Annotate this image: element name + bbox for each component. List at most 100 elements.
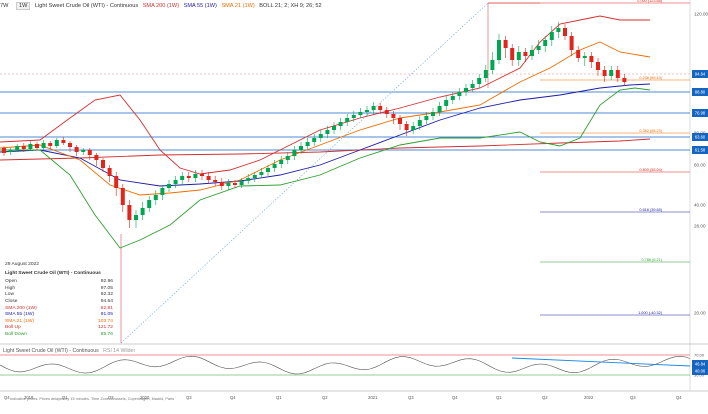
- y-tick-label: 60.00: [694, 163, 706, 168]
- legend-sma55[interactable]: SMA 55 (1W): [183, 3, 217, 9]
- candle-body: [233, 183, 237, 185]
- rsi-tick-label: 70.00: [694, 353, 705, 358]
- candle-body: [28, 144, 33, 149]
- candle-body: [266, 168, 270, 172]
- info-rows: Open 92.96 High 97.05 Low 92.32 Close 94.64 SMA …: [5, 279, 113, 338]
- candle-body: [358, 112, 363, 115]
- rsi-box-label: 40.06: [695, 369, 706, 374]
- candle-body: [259, 172, 264, 175]
- candle-body: [8, 150, 13, 152]
- candle-body: [345, 118, 350, 122]
- candle-body: [299, 146, 303, 150]
- fib-level-label: 0.236 (89.14): [639, 76, 662, 80]
- rsi-indicator[interactable]: RSI 14 Wilder: [103, 348, 136, 354]
- info-row-value: 92.96: [100, 279, 113, 285]
- instrument-title: Light Sweet Crude Oil (WTI) - Continuous: [34, 3, 139, 9]
- candle-body: [101, 160, 105, 168]
- candle-body: [206, 176, 211, 180]
- y-tick-label: 28.00: [694, 224, 706, 229]
- candle-body: [114, 176, 119, 188]
- info-row: Low 92.32: [5, 292, 113, 299]
- candle-body: [305, 142, 310, 146]
- x-tick-label: Q1: [496, 395, 502, 400]
- rsi-line: [0, 355, 691, 375]
- rsi-header: Light Sweet Crude Oil (WTI) - Continuous…: [3, 348, 135, 354]
- candle-body: [160, 188, 165, 195]
- x-tick-label: Q4: [4, 395, 10, 400]
- candle-body: [272, 164, 277, 168]
- rsi-box: [692, 367, 708, 375]
- x-tick-label: Q4: [230, 395, 236, 400]
- timeframe-badge[interactable]: 1W: [15, 2, 31, 10]
- fib-level-label: 0.000 (123.68): [637, 0, 662, 3]
- fib-level-label: 0.382 (68.23): [639, 129, 662, 133]
- candle-body: [510, 48, 515, 60]
- x-tick-label: 2022: [584, 395, 594, 400]
- info-row-value: 85.76: [100, 331, 113, 337]
- candle-body: [127, 205, 132, 220]
- legend-sma21[interactable]: SMA 21 (1W): [221, 3, 255, 9]
- info-row-value: 97.05: [100, 285, 113, 291]
- candle-body: [173, 180, 178, 184]
- candle-body: [219, 182, 224, 186]
- candle-body: [437, 106, 442, 112]
- y-tick-label: 20.00: [694, 311, 706, 316]
- candle-body: [450, 96, 455, 100]
- candle-body: [516, 52, 521, 60]
- info-row-label: Close: [5, 298, 18, 304]
- fib-level-label: 0.786 (6.21): [642, 258, 663, 262]
- disclaimer: Indicative prices. Prices delayed by 15 …: [10, 397, 174, 401]
- candle-body: [15, 146, 20, 150]
- info-row-value: 103.74: [98, 318, 113, 324]
- candle-body: [417, 120, 422, 126]
- candle-body: [563, 28, 567, 36]
- info-row: SMA 21 (1W) 103.74: [5, 319, 113, 326]
- candle-body: [431, 112, 435, 116]
- price-box: [692, 146, 708, 154]
- x-tick-label: Q3: [186, 395, 192, 400]
- x-tick-label: Q1: [276, 395, 282, 400]
- candle-body: [576, 50, 581, 58]
- x-tick-label: 2021: [368, 395, 378, 400]
- candle-body: [596, 62, 600, 70]
- candle-body: [318, 134, 323, 138]
- candle-body: [338, 122, 343, 126]
- candle-body: [147, 200, 152, 208]
- candle-body: [74, 147, 79, 152]
- ohlc-info-panel: 29 August 2022 Light Sweet Crude Oil (WT…: [5, 262, 113, 339]
- candle-body: [622, 78, 627, 82]
- candle-body: [371, 106, 376, 110]
- info-row-label: Boll Down: [5, 331, 28, 337]
- candle-body: [246, 178, 251, 181]
- info-date: 29 August 2022: [5, 262, 39, 267]
- info-row: Boll Down 85.76: [5, 332, 113, 339]
- price-box-label: 63.60: [695, 135, 706, 140]
- candle-body: [48, 143, 53, 146]
- candle-body: [398, 118, 402, 124]
- rsi-box: [692, 360, 708, 368]
- candle-body: [404, 124, 409, 130]
- candle-body: [365, 110, 369, 112]
- candle-body: [167, 184, 171, 188]
- boll-down-line: [0, 87, 651, 249]
- candle-body: [477, 78, 482, 84]
- candle-body: [61, 140, 66, 143]
- candle-body: [54, 140, 59, 146]
- candle-body: [35, 144, 39, 148]
- x-tick-label: Q3: [630, 395, 636, 400]
- candle-body: [569, 36, 574, 50]
- info-row-label: Low: [5, 292, 14, 298]
- info-row: SMA 200 (1W) 62.81: [5, 306, 113, 313]
- candle-body: [94, 155, 99, 160]
- candle-body: [582, 56, 587, 58]
- legend-boll[interactable]: BOLL 21; 2; XH 9; 26; 52: [259, 3, 322, 9]
- rsi-trend-line: [511, 357, 691, 367]
- candle-body: [186, 176, 191, 178]
- fib-level-label: 0.618 (39.65): [639, 208, 662, 212]
- legend-sma200[interactable]: SMA 200 (1W): [142, 3, 180, 9]
- fib-level-label: 0.500 (55.04): [639, 168, 662, 172]
- info-row-label: Open: [5, 279, 17, 285]
- candle-body: [325, 130, 330, 134]
- candle-body: [444, 100, 449, 106]
